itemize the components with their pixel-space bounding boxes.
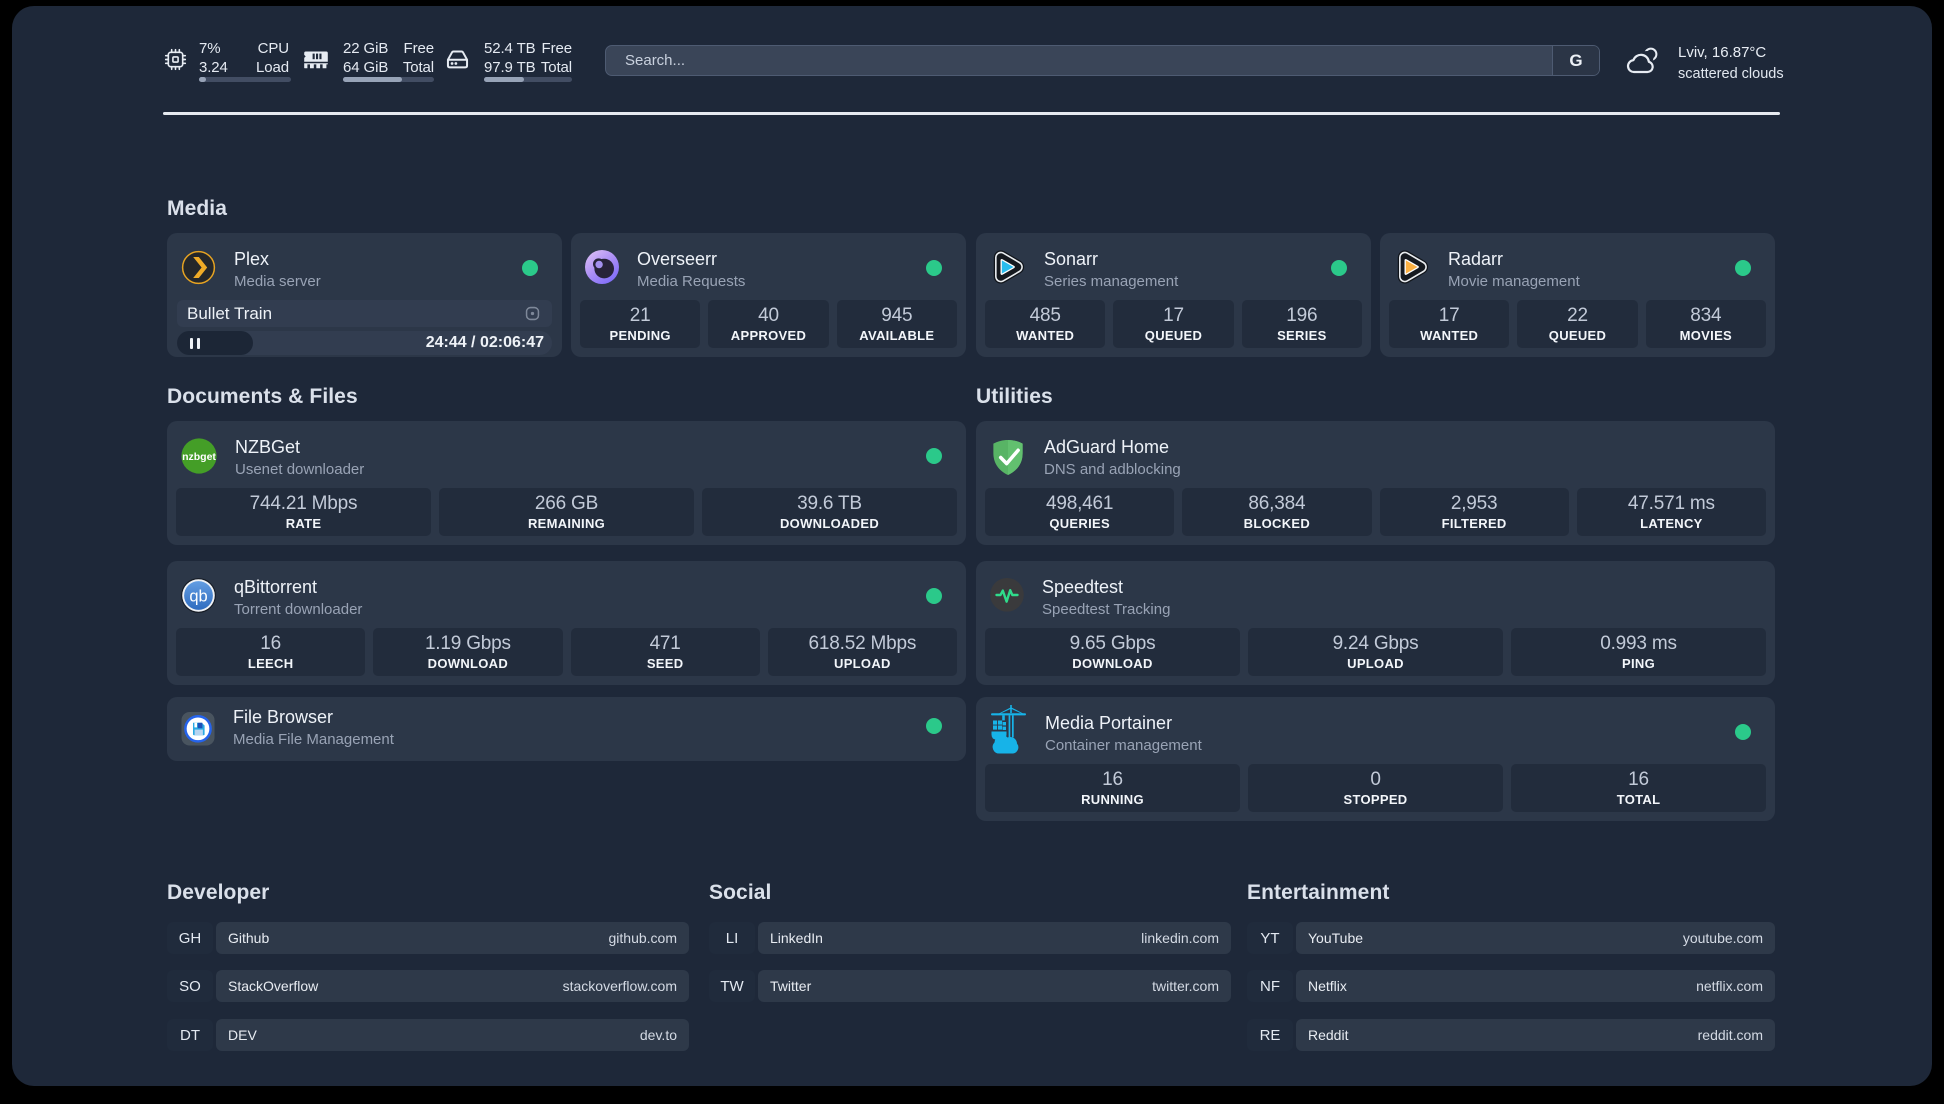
svg-text:qb: qb — [189, 588, 207, 606]
svg-text:nzbget: nzbget — [182, 451, 216, 463]
